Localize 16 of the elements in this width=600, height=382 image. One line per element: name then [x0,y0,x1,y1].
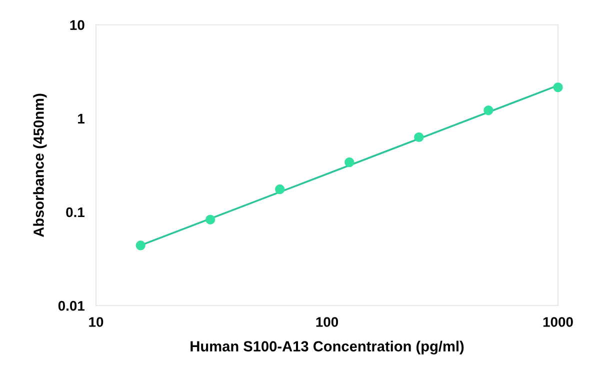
point [484,105,494,116]
y-tick-label: 10 [70,20,84,30]
x-tick-label: 10 [89,317,104,327]
x-axis-title: Human S100-A13 Concentration (pg/ml) [190,340,464,354]
x-tick-label: 1000 [543,317,573,327]
point [414,132,424,142]
x-tick-label: 100 [316,317,338,327]
point [553,82,563,92]
point [344,157,354,168]
y-tick-label: 0.01 [58,300,85,311]
point [274,184,285,194]
point [136,240,146,250]
y-tick-label: 0.1 [66,207,85,218]
y-axis-title: Absorbance (450nm) [33,94,47,237]
y-tick-label: 1 [78,114,85,124]
point [205,214,216,224]
